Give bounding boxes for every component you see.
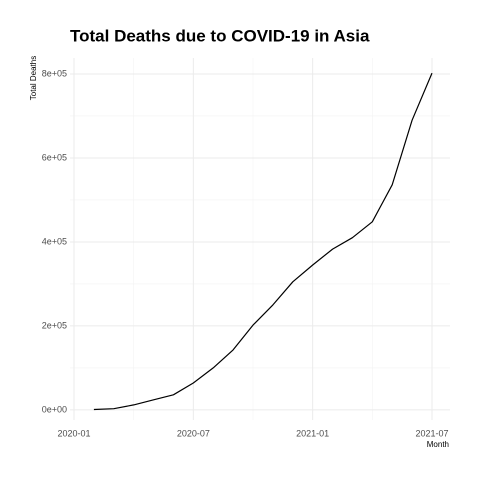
chart-title: Total Deaths due to COVID-19 in Asia: [70, 26, 370, 45]
data-line: [93, 72, 433, 411]
x-tick-label: 2020-01: [57, 428, 90, 438]
x-tick-label: 2021-07: [415, 428, 448, 438]
y-tick-label: 2e+05: [42, 320, 67, 330]
x-axis-label: Month: [427, 440, 449, 449]
y-tick-label: 0e+00: [42, 404, 67, 414]
y-tick-label: 8e+05: [42, 68, 67, 78]
x-tick-label: 2021-01: [296, 428, 329, 438]
x-tick-label: 2020-07: [177, 428, 210, 438]
y-tick-label: 4e+05: [42, 236, 67, 246]
y-axis-label: Total Deaths: [29, 56, 38, 100]
y-tick-label: 6e+05: [42, 152, 67, 162]
